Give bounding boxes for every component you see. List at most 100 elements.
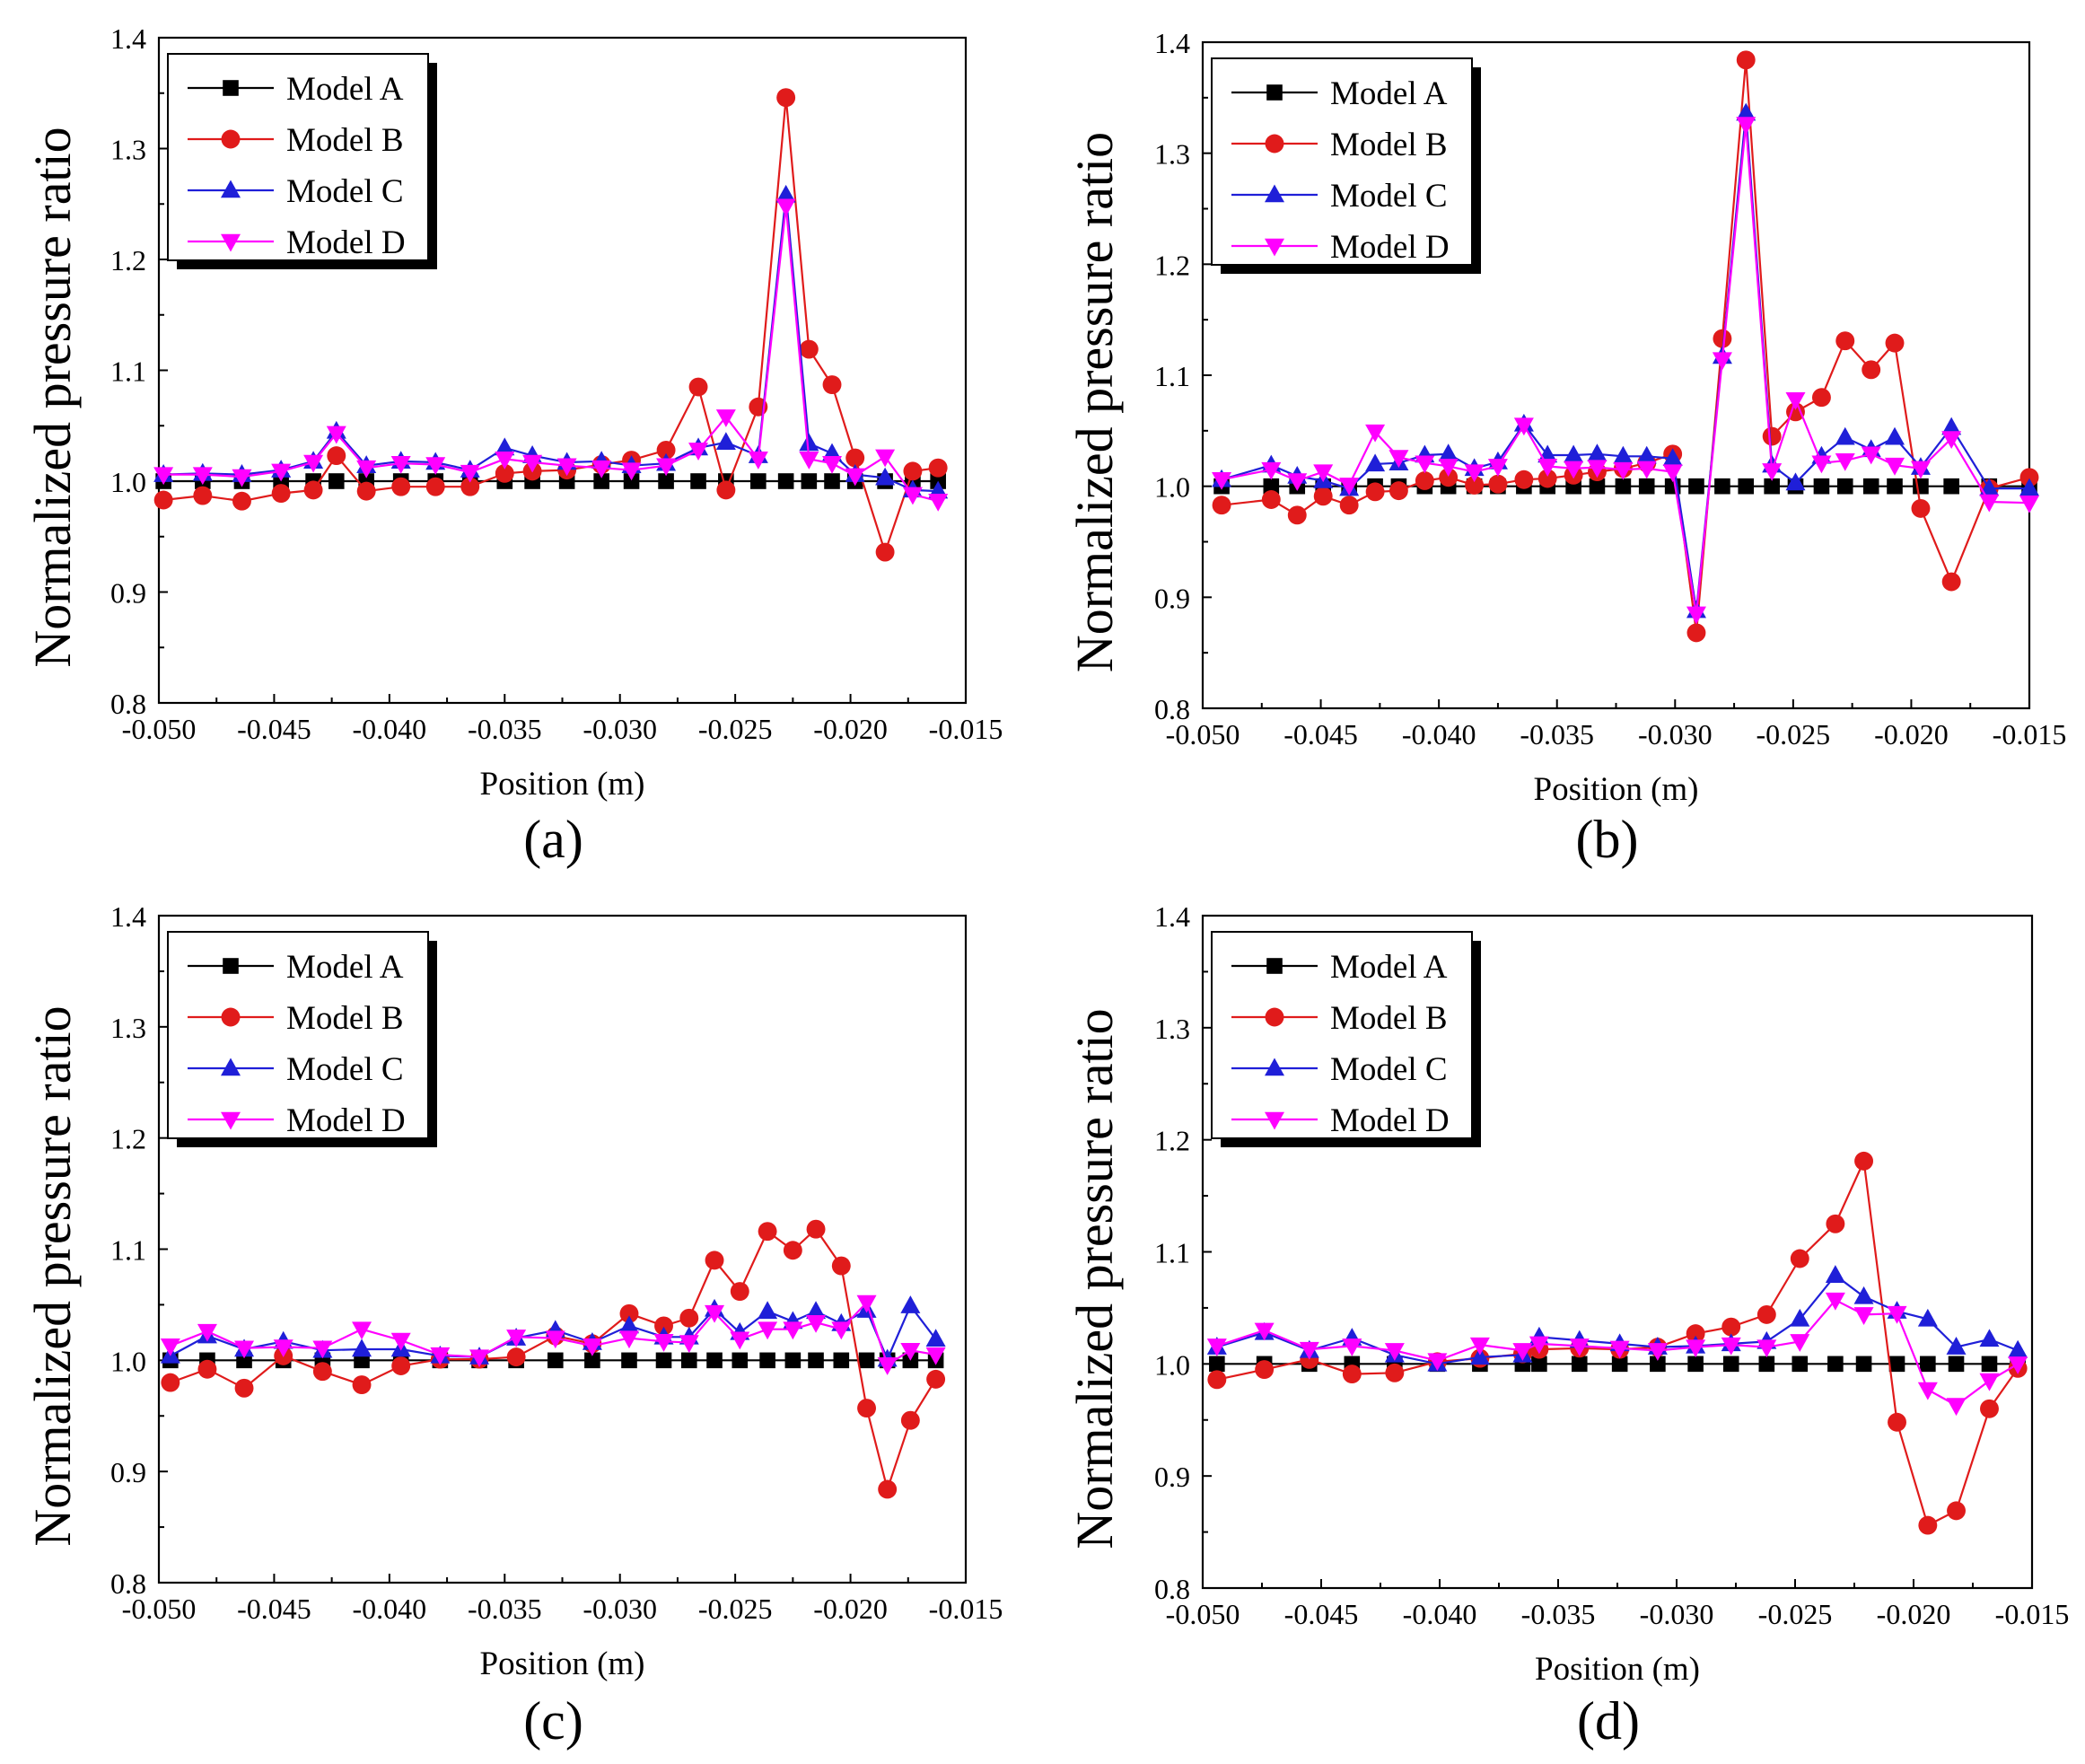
- data-point: [1979, 1373, 2000, 1391]
- y-tick-label: 1.2: [110, 244, 146, 276]
- data-point: [312, 1340, 333, 1359]
- panel-label: (d): [1577, 1691, 1640, 1751]
- y-tick-label: 1.4: [1154, 900, 1190, 933]
- chart-panel-a: -0.050 -0.045 -0.040 -0.035 -0.030 -0.025 -0.0…: [0, 0, 1042, 882]
- data-point: [1853, 1307, 1874, 1325]
- chart-c-svg: -0.050 -0.045 -0.040 -0.035 -0.030 -0.025 -0.0…: [23, 900, 1003, 1751]
- data-point: [1564, 444, 1584, 463]
- series-model-d: [1212, 117, 2039, 625]
- data-point: [1564, 461, 1584, 479]
- data-point: [2019, 495, 2039, 513]
- data-point: [1384, 1343, 1405, 1361]
- y-tick-label: 1.1: [1154, 360, 1190, 392]
- legend-label: Model B: [1330, 127, 1448, 163]
- data-point: [1514, 470, 1534, 489]
- x-tick-label: -0.020: [1874, 718, 1949, 750]
- data-point: [352, 1375, 372, 1395]
- data-point: [732, 1352, 749, 1369]
- data-point: [1438, 459, 1459, 477]
- data-point: [495, 463, 514, 483]
- data-point: [1529, 1336, 1549, 1355]
- data-point: [2008, 1356, 2028, 1374]
- data-point: [845, 468, 865, 487]
- data-point: [1662, 448, 1683, 466]
- legend-item: Model C: [188, 1051, 404, 1088]
- data-point: [460, 477, 480, 496]
- data-point: [1686, 623, 1706, 643]
- data-point: [1686, 1339, 1706, 1358]
- data-point: [623, 473, 640, 489]
- y-tick-label: 1.3: [1154, 1013, 1190, 1045]
- data-point: [1439, 468, 1459, 487]
- legend-item: Model B: [1231, 127, 1448, 163]
- panel-label: (c): [523, 1691, 583, 1751]
- data-point: [1736, 117, 1756, 136]
- data-point: [1713, 329, 1732, 348]
- data-point: [425, 457, 446, 476]
- data-point: [1948, 1356, 1965, 1373]
- data-point: [1941, 431, 1962, 450]
- data-point: [655, 1352, 672, 1369]
- data-point: [1885, 426, 1905, 445]
- legend-item: Model A: [188, 949, 404, 986]
- x-axis-title: Position (m): [1535, 1651, 1700, 1688]
- data-point: [1611, 1356, 1628, 1373]
- data-point: [160, 1338, 180, 1356]
- data-point: [783, 1321, 803, 1340]
- data-point: [1980, 1399, 1999, 1418]
- y-tick-label: 1.4: [110, 900, 146, 933]
- data-point: [618, 1330, 639, 1349]
- data-point: [1531, 1356, 1547, 1373]
- data-point: [750, 473, 767, 489]
- data-point: [1569, 1338, 1590, 1356]
- x-tick-label: -0.020: [1877, 1598, 1951, 1630]
- y-tick-label: 1.2: [110, 1123, 146, 1155]
- y-tick-label: 1.4: [110, 22, 146, 55]
- data-point: [808, 1352, 824, 1369]
- legend-marker: [221, 129, 241, 149]
- legend-item: Model B: [188, 122, 404, 159]
- data-point: [556, 458, 577, 477]
- y-tick-label: 0.8: [1154, 1573, 1190, 1605]
- data-point: [232, 469, 252, 487]
- data-point: [679, 1308, 699, 1328]
- data-point: [153, 467, 174, 486]
- data-point: [1636, 445, 1657, 464]
- data-point: [715, 409, 736, 427]
- data-point: [2008, 1339, 2028, 1358]
- data-point: [1888, 1412, 1906, 1432]
- data-point: [1261, 490, 1281, 509]
- data-point: [688, 377, 708, 397]
- data-point: [1212, 471, 1232, 490]
- data-point: [1736, 50, 1756, 70]
- x-tick-label: -0.040: [1403, 1598, 1477, 1630]
- data-point: [391, 1356, 411, 1375]
- data-point: [356, 481, 376, 501]
- data-point: [688, 443, 709, 461]
- panel-label: (b): [1576, 810, 1639, 869]
- data-point: [775, 198, 796, 217]
- chart-d-svg: -0.050 -0.045 -0.040 -0.035 -0.030 -0.025 -0.0…: [1065, 900, 2069, 1751]
- data-point: [1813, 478, 1830, 495]
- data-point: [621, 1352, 637, 1369]
- data-point: [1714, 478, 1730, 495]
- data-point: [547, 1352, 564, 1369]
- data-point: [327, 446, 346, 466]
- data-point: [390, 455, 411, 474]
- data-point: [654, 1316, 673, 1336]
- data-point: [1979, 1329, 2000, 1347]
- data-point: [758, 1321, 778, 1340]
- data-point: [271, 484, 291, 504]
- legend-marker: [221, 180, 241, 198]
- data-point: [1853, 1286, 1874, 1304]
- legend-item: Model D: [1231, 1102, 1450, 1139]
- data-point: [1762, 426, 1782, 446]
- series-model-d: [1206, 1292, 2028, 1417]
- data-point: [1464, 464, 1485, 483]
- data-point: [1465, 475, 1485, 495]
- data-point: [1488, 474, 1508, 494]
- legend-label: Model A: [286, 71, 404, 108]
- data-point: [928, 493, 949, 512]
- data-point: [1911, 498, 1931, 518]
- data-point: [1826, 1214, 1845, 1233]
